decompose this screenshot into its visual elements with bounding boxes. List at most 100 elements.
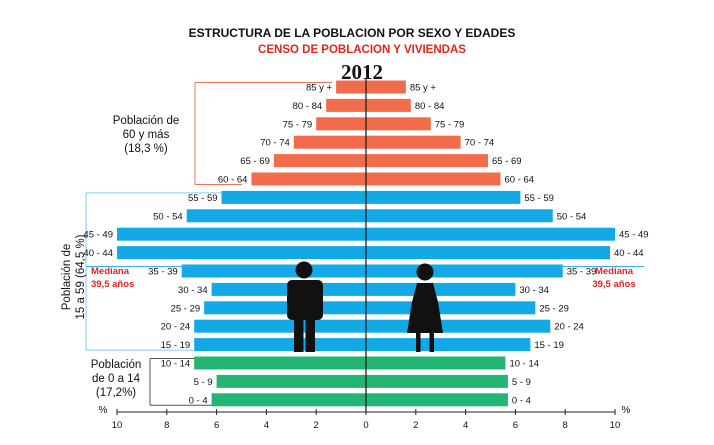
x-tick-label-9: 8 — [563, 420, 568, 431]
bar-right-7 — [366, 209, 553, 223]
age-label-right-10: 35 - 39 — [567, 267, 597, 278]
age-label-left-6: 55 - 59 — [188, 193, 218, 204]
x-tick-label-7: 4 — [463, 420, 468, 431]
bar-left-14 — [194, 338, 366, 352]
age-label-left-8: 45 - 49 — [83, 230, 113, 241]
woman-silhouette-icon — [407, 263, 443, 352]
bar-right-12 — [366, 301, 536, 315]
bar-right-2 — [366, 117, 431, 131]
bar-right-16 — [366, 374, 508, 388]
age-label-left-2: 75 - 79 — [283, 119, 313, 130]
bar-right-0 — [366, 80, 406, 94]
x-axis-unit-left: % — [99, 405, 108, 416]
bar-left-6 — [221, 190, 366, 204]
bar-right-14 — [366, 338, 531, 352]
age-label-left-3: 70 - 74 — [260, 138, 290, 149]
age-label-right-13: 20 - 24 — [554, 322, 584, 333]
x-tick-label-6: 2 — [413, 420, 418, 431]
group-brackets — [85, 82, 332, 406]
median-annotation-left-line-0: Mediana — [91, 266, 130, 277]
age-label-right-6: 55 - 59 — [524, 193, 554, 204]
age-label-left-14: 15 - 19 — [161, 340, 191, 351]
age-label-left-5: 60 - 64 — [218, 175, 248, 186]
group-label-60-plus-line-0: Población de — [113, 115, 180, 127]
age-label-right-3: 70 - 74 — [465, 138, 495, 149]
x-tick-label-2: 6 — [214, 420, 219, 431]
bar-right-1 — [366, 98, 411, 112]
group-label-0-14-line-1: de 0 a 14 — [92, 373, 141, 385]
age-label-right-7: 50 - 54 — [557, 211, 587, 222]
bar-left-16 — [216, 374, 366, 388]
age-label-left-16: 5 - 9 — [194, 377, 213, 388]
population-group-labels: Población de 60 y más (18,3 %) Población de… — [61, 115, 179, 399]
median-annotation-right-line-0: Mediana — [595, 266, 634, 277]
median-annotation-right-line-1: 39,5 años — [592, 279, 635, 290]
age-label-left-1: 80 - 84 — [293, 101, 323, 112]
age-label-left-9: 40 - 44 — [83, 248, 113, 259]
bar-right-17 — [366, 393, 508, 407]
x-tick-label-5: 0 — [363, 420, 368, 431]
age-label-right-0: 85 y + — [410, 83, 437, 94]
bar-right-3 — [366, 135, 461, 149]
bar-left-7 — [186, 209, 366, 223]
x-axis-unit-right: % — [622, 405, 631, 416]
age-label-left-4: 65 - 69 — [240, 156, 270, 167]
bar-right-9 — [366, 246, 611, 260]
chart-subtitle: CENSO DE POBLACION Y VIVIENDAS — [258, 44, 466, 56]
bar-left-3 — [293, 135, 366, 149]
bar-left-13 — [194, 319, 366, 333]
chart-title: ESTRUCTURA DE LA POBLACION POR SEXO Y ED… — [189, 26, 516, 40]
man-silhouette-icon — [287, 261, 323, 352]
bar-right-13 — [366, 319, 551, 333]
bar-left-15 — [194, 356, 366, 370]
age-label-left-7: 50 - 54 — [153, 211, 183, 222]
age-label-right-15: 10 - 14 — [509, 359, 539, 370]
group-label-15-59: Población de 15 a 59 (64,5 %) — [61, 234, 87, 319]
bar-right-10 — [366, 264, 563, 278]
age-label-left-10: 35 - 39 — [148, 267, 178, 278]
age-label-left-12: 25 - 29 — [171, 303, 201, 314]
group-label-15-59-line-0: Población de — [61, 244, 73, 311]
age-label-right-2: 75 - 79 — [435, 119, 465, 130]
bar-left-17 — [211, 393, 366, 407]
bar-right-8 — [366, 227, 615, 241]
bar-left-9 — [117, 246, 366, 260]
bar-left-1 — [326, 98, 366, 112]
x-tick-label-3: 4 — [264, 420, 269, 431]
x-tick-label-8: 6 — [513, 420, 518, 431]
age-label-left-0: 85 y + — [306, 83, 333, 94]
age-label-right-1: 80 - 84 — [415, 101, 445, 112]
age-label-left-11: 30 - 34 — [178, 285, 208, 296]
census-year-label: 2012 — [341, 60, 383, 84]
age-label-right-12: 25 - 29 — [539, 303, 569, 314]
group-label-0-14-line-0: Población — [91, 359, 142, 371]
age-label-right-8: 45 - 49 — [619, 230, 649, 241]
age-label-right-16: 5 - 9 — [512, 377, 531, 388]
bar-left-5 — [251, 172, 366, 186]
bar-left-2 — [316, 117, 366, 131]
bar-right-6 — [366, 190, 521, 204]
group-label-0-14-line-2: (17,2%) — [96, 387, 136, 399]
bar-left-4 — [273, 154, 366, 168]
bar-right-4 — [366, 154, 489, 168]
x-tick-label-10: 10 — [610, 420, 621, 431]
x-tick-label-0: 10 — [112, 420, 123, 431]
group-label-60-plus-line-1: 60 y más — [123, 129, 170, 141]
bar-right-11 — [366, 282, 516, 296]
age-label-right-4: 65 - 69 — [492, 156, 522, 167]
age-label-right-9: 40 - 44 — [614, 248, 644, 259]
age-label-left-17: 0 - 4 — [189, 395, 208, 406]
age-label-right-11: 30 - 34 — [519, 285, 549, 296]
age-group-labels: 85 y + 85 y + 80 - 84 80 - 84 75 - 79 75 - 79… — [83, 83, 648, 407]
bar-left-0 — [336, 80, 366, 94]
x-tick-label-4: 2 — [314, 420, 319, 431]
bar-right-5 — [366, 172, 501, 186]
pyramid-bars — [117, 80, 615, 407]
group-label-15-59-line-1: 15 a 59 (64,5 %) — [75, 234, 87, 319]
age-label-right-17: 0 - 4 — [512, 395, 531, 406]
x-tick-label-1: 8 — [164, 420, 169, 431]
age-label-left-15: 10 - 14 — [161, 359, 191, 370]
age-label-left-13: 20 - 24 — [161, 322, 191, 333]
